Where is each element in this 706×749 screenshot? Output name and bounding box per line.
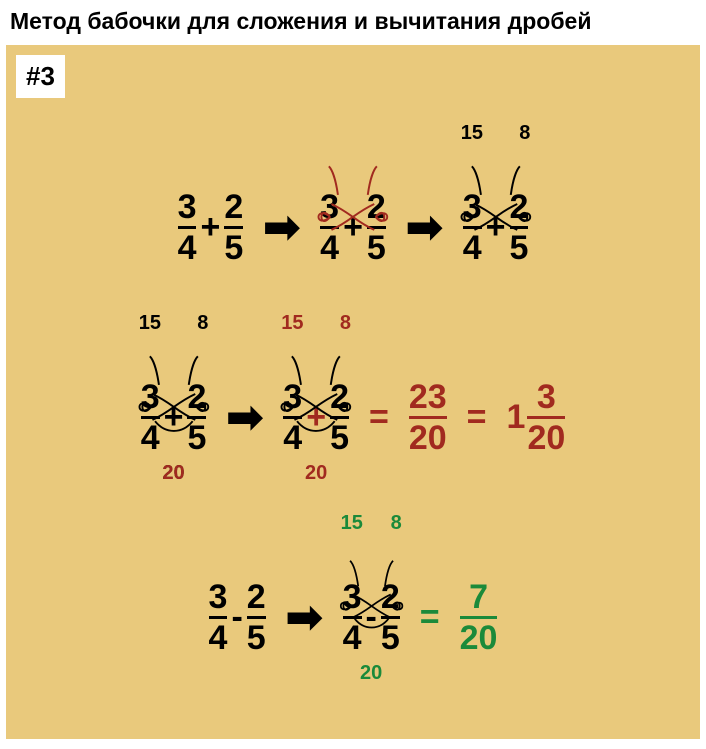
row-3: 3 4 - 2 5 ➡ 3 4 - 2 5	[6, 580, 700, 655]
arrow-icon: ➡	[400, 206, 449, 250]
numerator: 3	[320, 190, 339, 226]
result-diff-fraction: 7 20	[460, 580, 498, 655]
mixed-fraction: 3 20	[527, 380, 565, 455]
fraction-b: 2 5	[367, 190, 386, 265]
butterfly-red-labels: 3 4 + 2 5	[283, 380, 349, 455]
result-mixed: 1 3 20	[507, 380, 566, 455]
row-1: 3 4 + 2 5 ➡ 3 4 + 2 5	[6, 190, 700, 265]
denominator: 20	[409, 419, 447, 455]
denominator: 5	[367, 229, 386, 265]
fraction-a: 3 4	[463, 190, 482, 265]
denominator: 4	[463, 229, 482, 265]
plus-op: +	[160, 398, 188, 437]
butterfly-green-labels: 3 4 - 2 5	[343, 580, 400, 655]
antenna-right-label-green: 8	[391, 512, 402, 535]
fraction-b: 2 5	[187, 380, 206, 455]
numerator: 3	[209, 580, 228, 616]
fraction-b: 2 5	[247, 580, 266, 655]
denominator: 4	[320, 229, 339, 265]
numerator: 2	[381, 580, 400, 616]
card-badge: #3	[16, 55, 65, 98]
numerator: 3	[343, 580, 362, 616]
numerator: 3	[283, 380, 302, 416]
numerator: 2	[224, 190, 243, 226]
fraction-a: 3 4	[283, 380, 302, 455]
plus-op: +	[482, 208, 510, 247]
fraction-b: 2 5	[224, 190, 243, 265]
butterfly-black-labeled: 3 4 + 2 5 15	[463, 190, 529, 265]
antenna-left-label-red: 15	[281, 312, 303, 335]
butterfly-with-product: 3 4 + 2 5	[141, 380, 207, 455]
denominator: 5	[224, 229, 243, 265]
bottom-product-red: 20	[162, 462, 184, 485]
denominator: 5	[381, 619, 400, 655]
fraction-b: 2 5	[510, 190, 529, 265]
arrow-icon: ➡	[257, 206, 306, 250]
infographic-card: #3 3 4 + 2 5 ➡ 3 4 +	[6, 45, 700, 739]
minus-op: -	[227, 598, 246, 637]
numerator: 2	[247, 580, 266, 616]
plus-op: +	[196, 208, 224, 247]
result-sum-fraction: 23 20	[409, 380, 447, 455]
bottom-product-green: 20	[360, 662, 382, 685]
equals-green: =	[414, 598, 446, 637]
denominator: 4	[141, 419, 160, 455]
arrow-icon: ➡	[280, 596, 329, 640]
numerator: 2	[330, 380, 349, 416]
plain-sum: 3 4 + 2 5	[178, 190, 244, 265]
fraction-b: 2 5	[330, 380, 349, 455]
plain-diff: 3 4 - 2 5	[209, 580, 266, 655]
denominator: 20	[460, 619, 498, 655]
row-2: 3 4 + 2 5	[6, 380, 700, 455]
denominator: 5	[510, 229, 529, 265]
antenna-right-label-red: 8	[340, 312, 351, 335]
arrow-icon: ➡	[220, 396, 269, 440]
page-title: Метод бабочки для сложения и вычитания д…	[0, 0, 706, 45]
plus-op: +	[339, 208, 367, 247]
equals-red: =	[461, 398, 493, 437]
numerator: 2	[367, 190, 386, 226]
antenna-right-label: 8	[519, 122, 530, 145]
antenna-left-label-green: 15	[341, 512, 363, 535]
denominator: 5	[187, 419, 206, 455]
whole-part: 1	[507, 398, 526, 437]
plus-op-red: +	[302, 398, 330, 437]
fraction-a: 3 4	[178, 190, 197, 265]
numerator: 3	[178, 190, 197, 226]
antenna-right-label: 8	[197, 312, 208, 335]
denominator: 5	[330, 419, 349, 455]
minus-op: -	[362, 598, 381, 637]
fraction-a: 3 4	[141, 380, 160, 455]
numerator: 3	[141, 380, 160, 416]
numerator: 23	[409, 380, 447, 416]
denominator: 4	[178, 229, 197, 265]
bottom-product-red: 20	[305, 462, 327, 485]
butterfly-red: 3 4 + 2 5	[320, 190, 386, 265]
fraction-a: 3 4	[320, 190, 339, 265]
denominator: 4	[283, 419, 302, 455]
denominator: 4	[343, 619, 362, 655]
antenna-left-label: 15	[139, 312, 161, 335]
equals-red: =	[363, 398, 395, 437]
denominator: 5	[247, 619, 266, 655]
fraction-a: 3 4	[343, 580, 362, 655]
numerator: 3	[537, 380, 556, 416]
numerator: 2	[510, 190, 529, 226]
fraction-a: 3 4	[209, 580, 228, 655]
denominator: 20	[527, 419, 565, 455]
antenna-left-label: 15	[461, 122, 483, 145]
numerator: 2	[187, 380, 206, 416]
fraction-b: 2 5	[381, 580, 400, 655]
numerator: 3	[463, 190, 482, 226]
denominator: 4	[209, 619, 228, 655]
numerator: 7	[469, 580, 488, 616]
